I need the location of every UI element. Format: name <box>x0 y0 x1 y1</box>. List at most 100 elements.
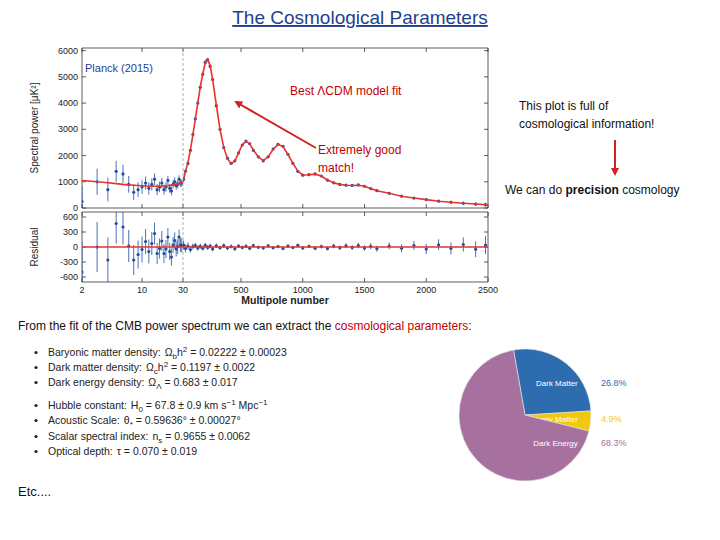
x-tick <box>241 48 242 52</box>
parameter-formula: = 0.02222 ± 0.00023 <box>187 346 287 358</box>
y-axis-label: Spectral power [μK²] <box>29 82 40 173</box>
parameter-formula: τ = 0.070 ± 0.019 <box>117 445 197 457</box>
data-point <box>168 250 171 253</box>
parameter-label: Hubble constant: <box>48 399 127 411</box>
frame <box>183 208 488 209</box>
data-point <box>211 247 214 250</box>
data-point <box>160 239 163 242</box>
pie-slice <box>514 349 591 415</box>
parameter: Optical depth:τ = 0.070 ± 0.019 <box>48 445 197 457</box>
parameter-label: Acoustic Scale: <box>48 414 120 426</box>
x-tick <box>241 212 242 216</box>
y-tick-label: 600 <box>63 212 78 222</box>
y-tick <box>82 232 86 233</box>
data-point <box>140 248 143 251</box>
x-tick <box>302 278 303 282</box>
parameter: Dark matter density:Ωch2 = 0.1197 ± 0.00… <box>48 360 255 376</box>
parameter: Hubble constant:H0 = 67.8 ± 0.9 km s−1 M… <box>48 398 268 414</box>
pie-category-label: Dark Energy <box>533 439 577 448</box>
y-tick-label: 6000 <box>58 46 78 56</box>
data-point <box>106 188 109 191</box>
data-point <box>153 232 156 235</box>
data-point <box>147 250 150 253</box>
data-point <box>147 187 150 190</box>
frame <box>82 212 183 213</box>
intro-text-run: cosmological parameters <box>335 319 468 333</box>
info-note: cosmological information! <box>519 117 654 131</box>
parameter-formula: H <box>131 399 139 411</box>
x-tick <box>82 212 83 216</box>
y-tick <box>484 76 488 77</box>
bullet <box>34 381 37 384</box>
y-tick-label: 2000 <box>58 151 78 161</box>
y-tick <box>484 129 488 130</box>
y-tick <box>82 103 86 104</box>
bullet <box>34 351 37 354</box>
x-tick <box>364 212 365 216</box>
data-point <box>132 258 135 261</box>
parameter-formula: Ω <box>146 361 154 373</box>
x-tick-label: 10 <box>137 285 147 295</box>
parameter: Baryonic matter density:Ωbh2 = 0.02222 ±… <box>48 345 287 361</box>
parameter-label: Baryonic matter density: <box>48 346 161 358</box>
x-tick <box>82 48 83 52</box>
data-point <box>168 187 171 190</box>
data-point <box>121 225 124 228</box>
y-tick <box>82 76 86 77</box>
arrow <box>614 140 616 174</box>
x-tick <box>142 278 143 282</box>
data-point <box>115 170 118 173</box>
y-tick-label: 1000 <box>58 177 78 187</box>
x-tick-label: 30 <box>178 285 188 295</box>
frame <box>183 282 488 283</box>
frame <box>183 212 488 213</box>
x-tick <box>142 212 143 216</box>
data-group <box>82 161 183 208</box>
intro-text-run: From the fit of the CMB power spectrum w… <box>18 319 335 333</box>
data-point <box>183 243 185 246</box>
pie-slice <box>459 350 589 481</box>
data-point <box>136 188 139 191</box>
data-point <box>166 179 169 182</box>
parameter: Acoustic Scale:θ* = 0.59636° ± 0.00027° <box>48 414 241 429</box>
frame <box>82 208 183 209</box>
source-label: Planck (2015) <box>85 62 153 74</box>
y-tick <box>484 208 488 209</box>
plot-panel <box>182 48 488 208</box>
parameter-formula: = 0.9655 ± 0.0062 <box>162 430 250 442</box>
bullet <box>34 366 37 369</box>
error-bar <box>116 212 117 244</box>
data-point <box>150 242 153 245</box>
scale-break <box>183 48 184 208</box>
x-tick <box>302 204 303 208</box>
parameter-formula: Ω <box>165 346 173 358</box>
frame <box>488 48 489 208</box>
x-tick <box>364 278 365 282</box>
y-axis-label: Residual <box>29 228 40 267</box>
y-tick <box>82 50 86 51</box>
data-point <box>171 243 174 246</box>
x-tick <box>426 204 427 208</box>
y-tick <box>82 262 86 263</box>
data-point <box>437 243 440 246</box>
data-point <box>484 243 487 246</box>
model-line <box>183 246 488 248</box>
x-tick <box>364 204 365 208</box>
fit-label: Best ΛCDM model fit <box>290 84 402 98</box>
y-tick-label: -600 <box>60 272 78 282</box>
bullet <box>34 404 37 407</box>
parameter-formula: Mpc <box>236 399 259 411</box>
x-tick <box>241 204 242 208</box>
x-tick-label: 2500 <box>478 285 498 295</box>
y-tick-label: 4000 <box>58 98 78 108</box>
data-point <box>170 255 173 258</box>
intro-text: From the fit of the CMB power spectrum w… <box>18 319 472 333</box>
frame <box>82 282 183 283</box>
pie-category-label: Dark Matter <box>536 379 578 388</box>
x-tick-label: 2000 <box>416 285 436 295</box>
plot-panel: 5001000150020002500Multipole number <box>182 212 498 306</box>
data-point <box>425 247 428 250</box>
data-point <box>474 248 477 251</box>
x-tick <box>364 48 365 52</box>
data-point <box>144 181 147 184</box>
